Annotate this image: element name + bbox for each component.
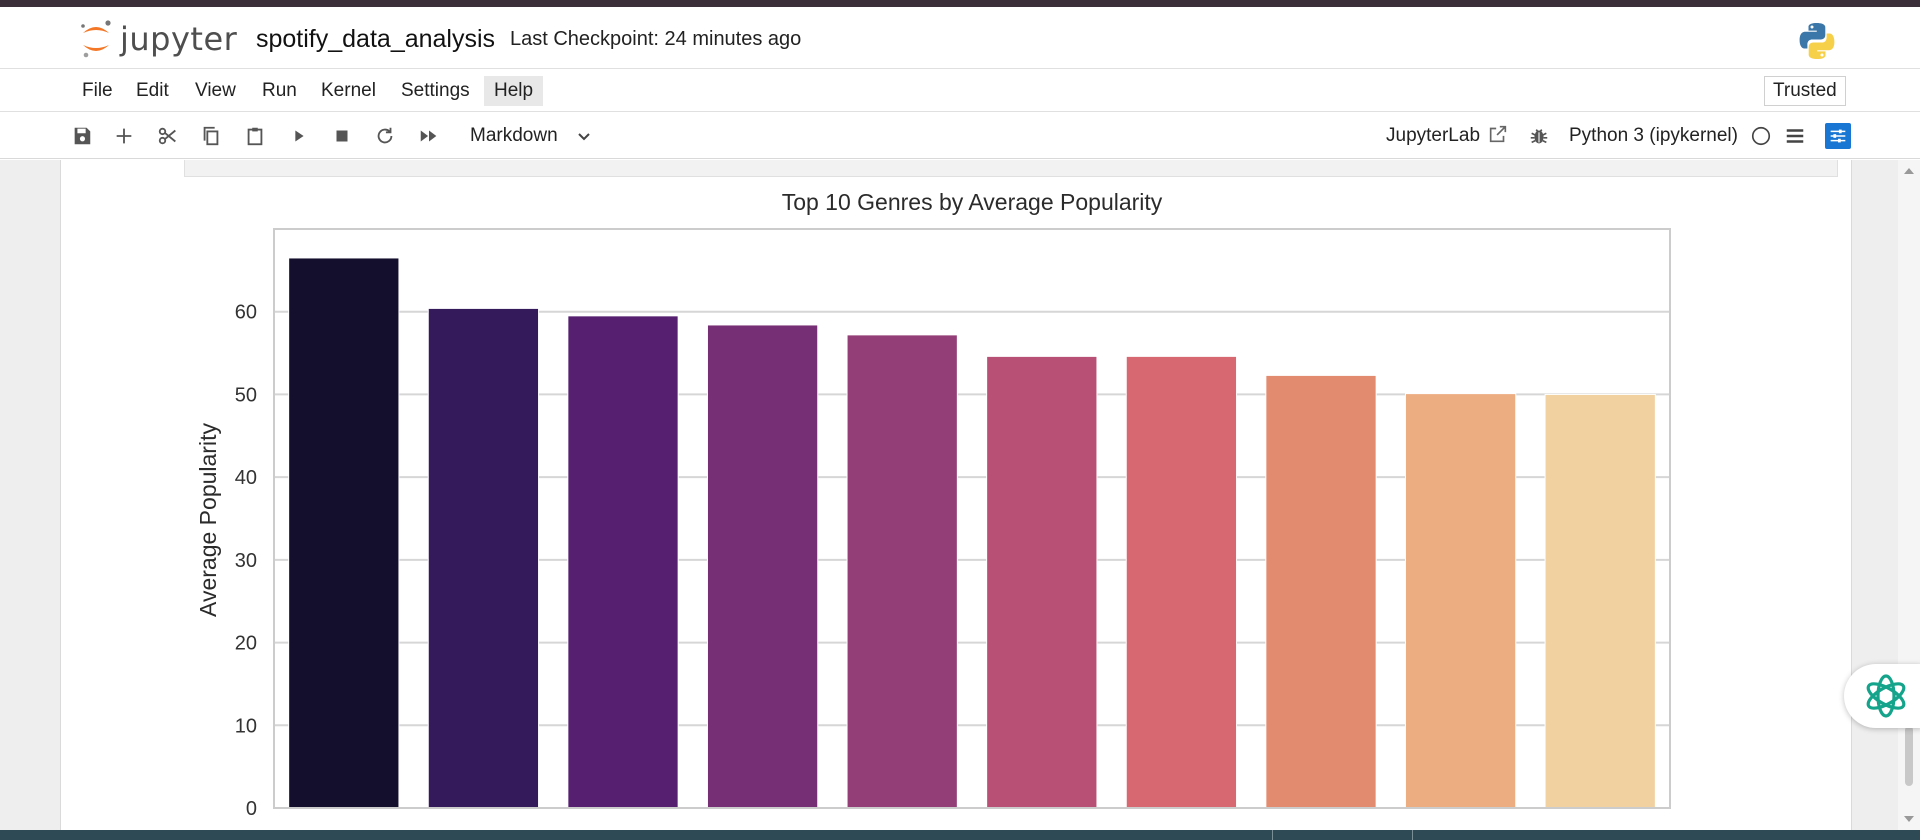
python-logo-icon (1799, 23, 1835, 59)
menu-edit[interactable]: Edit (136, 80, 169, 101)
chart-bar (1265, 374, 1377, 809)
trusted-indicator[interactable]: Trusted (1764, 76, 1846, 106)
chevron-down-icon[interactable] (574, 127, 594, 147)
taskbar-divider (1272, 830, 1273, 840)
toc-list-icon[interactable] (1783, 124, 1807, 148)
paste-icon[interactable] (243, 124, 267, 148)
copy-icon[interactable] (199, 124, 223, 148)
restart-run-all-icon[interactable] (417, 124, 441, 148)
y-tick-label: 0 (246, 798, 257, 820)
debugger-bug-icon[interactable] (1527, 124, 1551, 148)
chart-bar (427, 307, 540, 809)
run-cell-icon[interactable] (287, 124, 311, 148)
y-tick-label: 10 (235, 715, 257, 737)
y-tick-label: 40 (235, 467, 257, 489)
scroll-up-arrow-icon[interactable] (1902, 164, 1916, 178)
last-checkpoint: Last Checkpoint: 24 minutes ago (510, 28, 802, 50)
chart-bar (1125, 355, 1238, 809)
jupyter-logo-text: jupyter (120, 20, 238, 58)
menu-settings[interactable]: Settings (401, 80, 470, 101)
chart-bar (706, 324, 819, 809)
chart-bar (1544, 393, 1656, 809)
scrollbar-thumb[interactable] (1905, 726, 1913, 786)
previous-cell-bottom (184, 160, 1838, 177)
add-cell-icon[interactable] (112, 124, 136, 148)
chart-title: Top 10 Genres by Average Popularity (782, 189, 1163, 215)
taskbar-divider (1412, 830, 1413, 840)
chart-y-axis-label: Average Popularity (195, 423, 221, 617)
menu-bar: File Edit View Run Kernel Settings Help … (0, 70, 1920, 112)
kernel-name[interactable]: Python 3 (ipykernel) (1569, 125, 1738, 146)
chart-bar (288, 257, 400, 809)
menu-view[interactable]: View (195, 80, 236, 101)
y-tick-label: 20 (235, 633, 257, 655)
vertical-scrollbar[interactable] (1898, 160, 1920, 830)
open-in-jupyterlab-link[interactable]: JupyterLab (1386, 125, 1481, 146)
save-icon[interactable] (70, 124, 94, 148)
y-tick-label: 50 (235, 384, 257, 406)
property-inspector-icon[interactable] (1825, 123, 1851, 149)
bar-chart: Top 10 Genres by Average Popularity Aver… (195, 189, 1671, 820)
chart-plot-frame (273, 228, 1671, 809)
jupyter-logo-icon (81, 20, 111, 58)
kernel-status-icon (1749, 124, 1773, 148)
chart-bar (567, 315, 679, 809)
y-tick-label: 30 (235, 550, 257, 572)
menu-kernel[interactable]: Kernel (321, 80, 376, 101)
notebook-title[interactable]: spotify_data_analysis (256, 25, 496, 53)
window-top-strip (0, 0, 1920, 7)
notebook-toolbar: Markdown JupyterLab Python 3 (ipykernel) (0, 113, 1920, 159)
notebook-header: jupyter spotify_data_analysis Last Check… (0, 7, 1920, 69)
notebook-content-area: Top 10 Genres by Average Popularity Aver… (0, 160, 1920, 830)
menu-file[interactable]: File (82, 80, 113, 101)
ai-assistant-icon (1866, 674, 1906, 718)
menu-run[interactable]: Run (262, 80, 297, 101)
cell-type-select[interactable]: Markdown (470, 125, 558, 146)
y-tick-label: 60 (235, 302, 257, 324)
chart-bar (846, 334, 958, 809)
menu-help[interactable]: Help (484, 76, 544, 106)
scroll-down-arrow-icon[interactable] (1902, 812, 1916, 826)
notebook-panel: Top 10 Genres by Average Popularity Aver… (60, 160, 1852, 830)
jupyter-logo[interactable]: jupyter (78, 17, 237, 61)
chart-bar (1404, 393, 1517, 809)
external-link-icon[interactable] (1486, 122, 1510, 146)
cut-icon[interactable] (156, 124, 180, 148)
os-taskbar (0, 830, 1920, 840)
ai-assistant-button[interactable] (1844, 664, 1920, 728)
chart-bar (986, 355, 1098, 809)
interrupt-kernel-icon[interactable] (330, 124, 354, 148)
restart-kernel-icon[interactable] (373, 124, 397, 148)
